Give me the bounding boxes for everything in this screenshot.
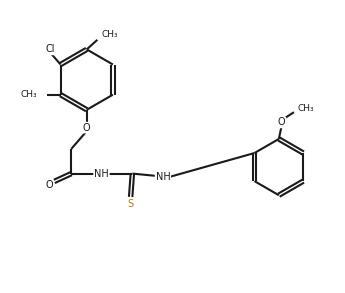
Text: CH₃: CH₃ [101, 30, 118, 39]
Text: O: O [83, 123, 90, 133]
Text: NH: NH [156, 172, 170, 182]
Text: O: O [46, 180, 53, 190]
Text: O: O [278, 117, 285, 127]
Text: Cl: Cl [46, 45, 55, 54]
Text: CH₃: CH₃ [298, 104, 314, 113]
Text: NH: NH [94, 168, 109, 179]
Text: S: S [128, 199, 134, 209]
Text: CH₃: CH₃ [21, 90, 38, 99]
